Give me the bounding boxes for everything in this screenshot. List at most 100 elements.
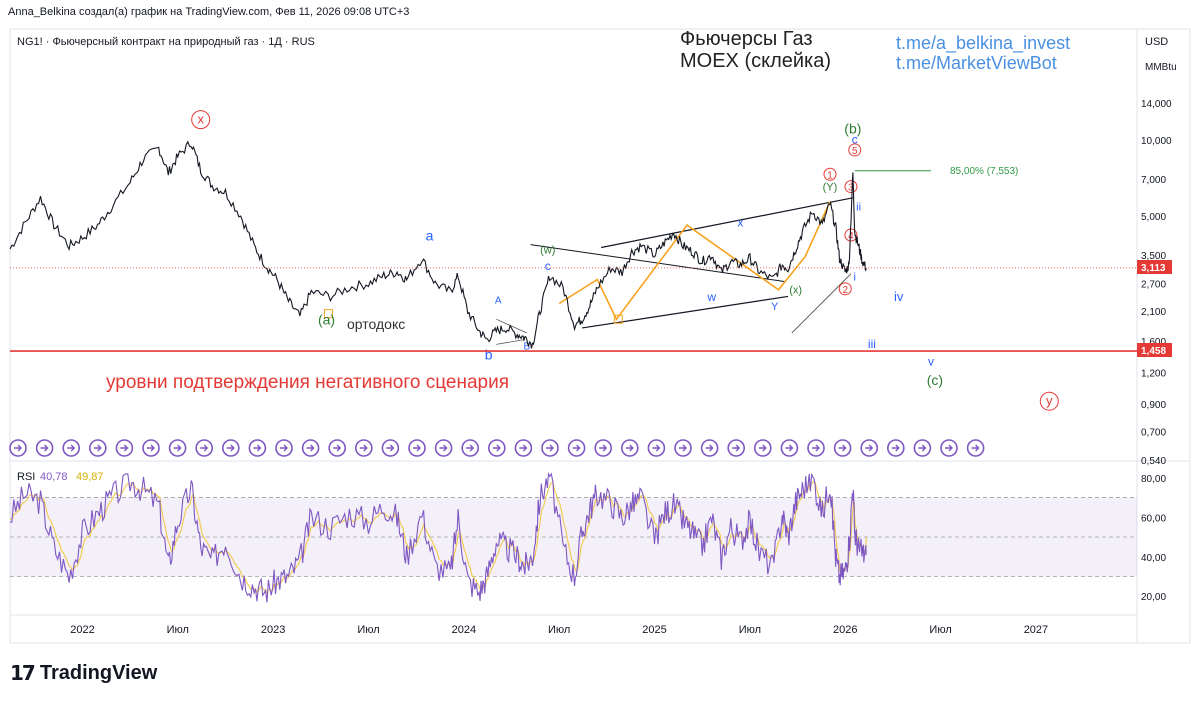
time-tick-label: 2025 <box>642 624 666 636</box>
arrow-right-icon <box>812 444 820 452</box>
tradingview-logo[interactable]: 17 TradingView <box>10 660 157 686</box>
wave-label-ii-blue: ii <box>856 202 861 214</box>
symbol-line: NG1! · Фьючерсный контракт на природный … <box>17 36 315 48</box>
arrow-right-icon <box>439 444 448 452</box>
arrow-right-icon <box>386 444 395 452</box>
arrow-right-icon <box>971 444 980 452</box>
event-marker[interactable] <box>807 439 825 457</box>
event-marker[interactable] <box>567 439 586 457</box>
arrow-right-icon <box>147 444 155 452</box>
price-tick-label: 2,100 <box>1141 307 1166 318</box>
event-marker[interactable] <box>434 439 453 457</box>
events-row[interactable] <box>9 439 985 457</box>
event-marker[interactable] <box>248 439 267 457</box>
arrow-right-icon <box>280 444 288 452</box>
event-marker[interactable] <box>780 439 799 457</box>
arrow-right-icon <box>546 444 554 452</box>
event-marker[interactable] <box>62 439 80 457</box>
arrow-right-icon <box>466 444 475 452</box>
wave-label-b-blue: b <box>485 347 493 363</box>
event-marker[interactable] <box>275 439 293 457</box>
time-tick-label: Июл <box>167 624 189 636</box>
event-marker[interactable] <box>168 439 187 457</box>
tradingview-logo-icon: 17 <box>10 661 36 685</box>
wave-label-x-red-circle <box>191 110 211 130</box>
arrow-right-icon <box>253 444 262 452</box>
wave-ab-line <box>496 318 527 334</box>
time-tick-label: Июл <box>357 624 379 636</box>
event-marker[interactable] <box>700 439 719 457</box>
event-marker[interactable] <box>833 439 852 457</box>
price-tick-label: 10,000 <box>1141 136 1172 147</box>
event-marker[interactable] <box>753 439 772 457</box>
event-marker[interactable] <box>966 439 985 457</box>
event-marker[interactable] <box>647 439 666 457</box>
event-marker[interactable] <box>674 439 692 457</box>
event-marker[interactable] <box>514 439 533 457</box>
event-marker[interactable] <box>913 439 932 457</box>
event-marker[interactable] <box>142 439 160 457</box>
arrow-right-icon <box>652 444 661 452</box>
arrow-right-icon <box>625 444 634 452</box>
price-tick-label: 1,600 <box>1141 337 1166 348</box>
event-marker[interactable] <box>328 439 347 457</box>
unit-label: MMBtu <box>1145 62 1177 73</box>
rsi-lines <box>9 471 1137 603</box>
event-marker[interactable] <box>195 439 213 457</box>
event-marker[interactable] <box>594 439 613 457</box>
event-marker[interactable] <box>461 439 480 457</box>
wave-b-line <box>496 339 525 345</box>
rsi-label: RSI <box>17 471 35 483</box>
wave-label-2-red-circle <box>838 282 852 296</box>
time-tick-label: 2026 <box>833 624 857 636</box>
event-marker[interactable] <box>301 439 320 457</box>
event-marker[interactable] <box>222 439 240 457</box>
time-tick-label: Июл <box>929 624 951 636</box>
arrow-right-icon <box>14 444 22 452</box>
price-tick-label: 3,500 <box>1141 251 1166 262</box>
wave-label-1-red-circle <box>823 167 837 181</box>
wave-label-5-red-circle <box>848 143 862 157</box>
wave-label-x-green: (x) <box>789 284 802 296</box>
event-marker[interactable] <box>35 439 54 457</box>
rsi-signal-value: 49,87 <box>76 471 104 483</box>
event-marker[interactable] <box>860 439 879 457</box>
level-price-text: 1,458 <box>1141 346 1166 357</box>
support-line <box>791 273 852 334</box>
price-series <box>9 140 867 349</box>
orange-wave-path <box>558 201 831 321</box>
wave-label-5-red: 5 <box>852 146 858 157</box>
arrow-right-icon <box>120 444 129 452</box>
event-marker[interactable] <box>727 439 746 457</box>
event-marker[interactable] <box>940 439 958 457</box>
event-marker[interactable] <box>408 439 426 457</box>
wave-label-x-blue: x <box>737 215 743 229</box>
event-marker[interactable] <box>89 439 107 457</box>
event-marker[interactable] <box>9 439 27 457</box>
arrow-right-icon <box>758 444 767 452</box>
time-tick-label: Июл <box>739 624 761 636</box>
price-tick-label: 2,700 <box>1141 280 1166 291</box>
telegram-link-2[interactable]: t.me/MarketViewBot <box>896 53 1057 73</box>
arrow-right-icon <box>173 444 182 452</box>
arrow-right-icon <box>67 444 76 452</box>
event-marker[interactable] <box>115 439 134 457</box>
wave-annotations: xy12345abcABwxYciiiiiiivv(a)(b)(c)(w)(x)… <box>191 110 1059 411</box>
event-marker[interactable] <box>886 439 905 457</box>
event-marker[interactable] <box>541 439 559 457</box>
wave-label-1-red: 1 <box>827 170 833 181</box>
event-marker[interactable] <box>354 439 373 457</box>
arrow-right-icon <box>413 444 421 452</box>
arrow-right-icon <box>785 444 794 452</box>
inner-trend-line <box>530 244 785 282</box>
event-marker[interactable] <box>381 439 400 457</box>
event-marker[interactable] <box>487 439 506 457</box>
chart-credit: Anna_Belkina создал(а) график на Trading… <box>8 6 410 18</box>
overlay-title-line1: Фьючерсы Газ <box>680 28 813 50</box>
event-marker[interactable] <box>620 439 639 457</box>
rsi-tick-label: 40,00 <box>1141 553 1166 564</box>
arrow-right-icon <box>732 444 741 452</box>
rsi-line <box>9 471 867 603</box>
telegram-link-1[interactable]: t.me/a_belkina_invest <box>896 33 1070 54</box>
